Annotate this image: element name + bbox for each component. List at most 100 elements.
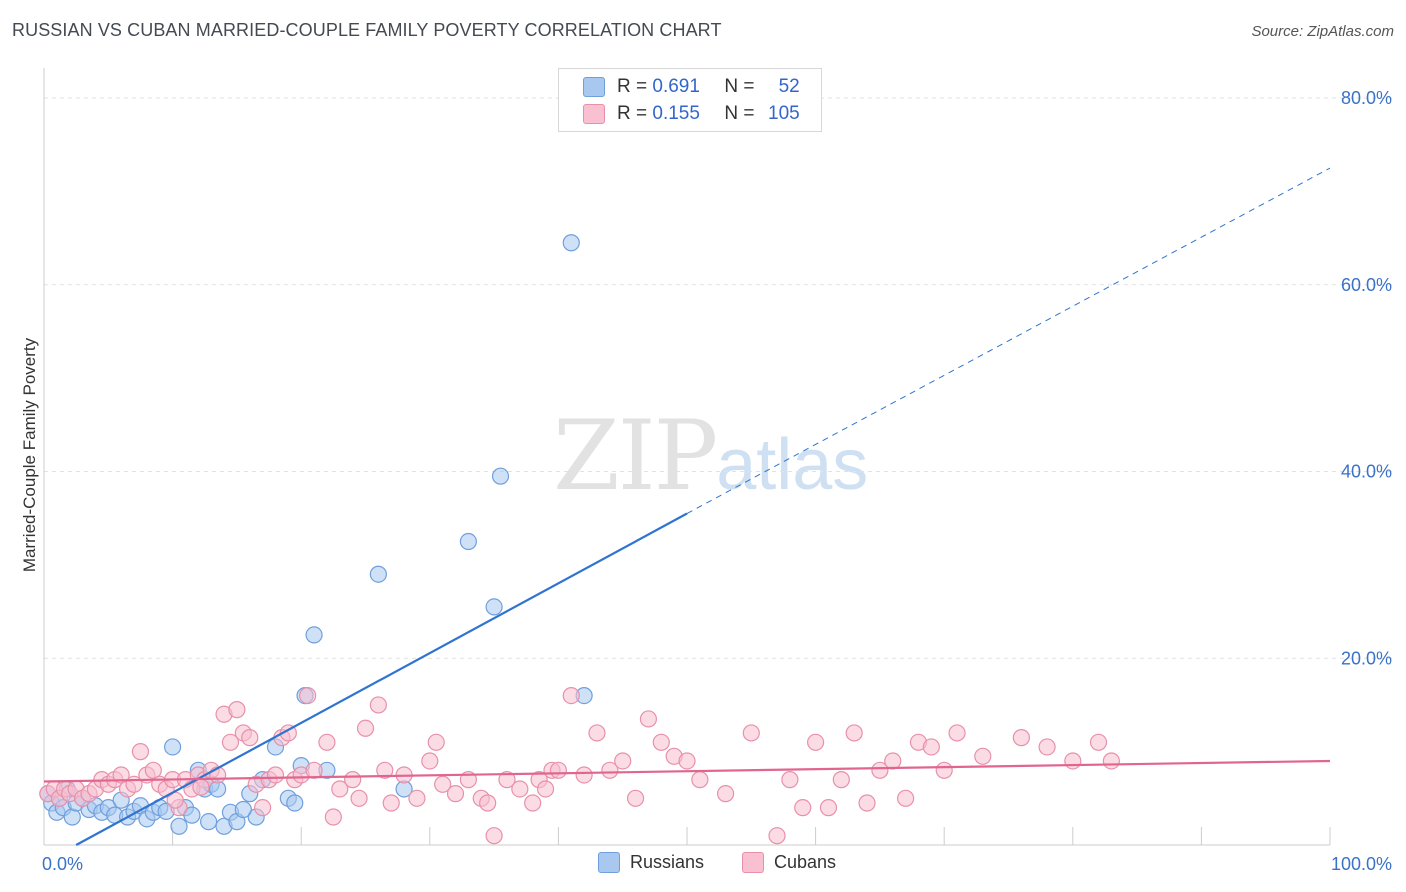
point-cubans [266, 766, 285, 784]
point-cubans [254, 799, 272, 817]
legend-r-value: 0.691 [652, 76, 700, 97]
point-cubans [228, 701, 246, 719]
point-cubans [948, 724, 966, 742]
legend-row-russians: R = 0.691 N = 52 [583, 75, 800, 99]
legend-n-value: 52 [778, 76, 800, 97]
y-tick-label: 80.0% [1341, 88, 1392, 108]
point-cubans [427, 733, 445, 751]
point-cubans [716, 785, 735, 803]
point-cubans [1089, 733, 1108, 751]
point-cubans [652, 733, 670, 751]
point-cubans [369, 696, 387, 714]
point-cubans [498, 771, 516, 789]
point-cubans [897, 789, 915, 807]
legend-label-russians: Russians [630, 852, 705, 872]
point-cubans [524, 794, 542, 812]
point-cubans [781, 771, 799, 789]
point-cubans [639, 710, 658, 728]
watermark-atlas: atlas [716, 425, 869, 505]
point-russians [164, 738, 182, 756]
legend-r-label: R = [617, 103, 653, 124]
point-russians [459, 532, 477, 551]
watermark-zip: ZIP [553, 400, 718, 512]
point-cubans [768, 827, 786, 845]
series-legend: Russians Cubans [0, 852, 1406, 876]
point-cubans [376, 761, 394, 779]
point-russians [485, 598, 503, 616]
point-cubans [479, 794, 497, 812]
point-cubans [819, 799, 838, 817]
point-cubans [549, 761, 568, 779]
legend-item-russians[interactable]: Russians [598, 852, 704, 873]
legend-item-cubans[interactable]: Cubans [742, 852, 836, 873]
point-cubans [408, 789, 426, 807]
point-cubans [221, 733, 240, 751]
point-cubans [299, 687, 317, 705]
point-russians [234, 800, 252, 819]
point-russians [562, 234, 580, 252]
point-cubans [1102, 752, 1120, 770]
point-russians [170, 817, 188, 835]
point-cubans [485, 827, 503, 845]
point-cubans [350, 789, 368, 807]
point-cubans [318, 733, 336, 751]
point-cubans [144, 761, 162, 779]
point-cubans [511, 780, 529, 798]
point-cubans [112, 766, 130, 784]
point-cubans [742, 724, 760, 742]
point-russians [491, 467, 510, 485]
correlation-legend: R = 0.691 N = 52 R = 0.155 N = 105 [558, 68, 822, 132]
point-cubans [922, 738, 940, 756]
legend-n-label: N = [724, 76, 760, 97]
legend-swatch-russians [598, 852, 620, 873]
point-cubans [588, 724, 606, 742]
point-cubans [678, 752, 696, 770]
point-cubans [1012, 729, 1030, 747]
point-cubans [884, 752, 902, 770]
x-tick-label: 100.0% [1331, 854, 1392, 874]
point-cubans [806, 733, 825, 751]
point-cubans [691, 771, 709, 789]
trendline-cubans [43, 759, 1331, 783]
x-tick-label: 0.0% [42, 854, 83, 874]
legend-swatch-cubans [742, 852, 764, 873]
legend-swatch-cubans [583, 104, 605, 124]
point-cubans [858, 794, 876, 812]
trendline-projection-russians [686, 167, 1331, 514]
y-tick-label: 60.0% [1341, 275, 1392, 295]
point-cubans [601, 761, 619, 779]
point-russians [183, 806, 201, 824]
legend-row-cubans: R = 0.155 N = 105 [583, 102, 800, 126]
legend-label-cubans: Cubans [774, 852, 837, 872]
trendline-russians [75, 512, 688, 846]
point-cubans [845, 724, 863, 742]
point-cubans [434, 775, 452, 793]
point-cubans [562, 687, 580, 705]
watermark: ZIPatlas [553, 400, 868, 512]
legend-r-value: 0.155 [652, 103, 700, 124]
point-cubans [324, 808, 342, 826]
point-cubans [331, 780, 349, 798]
point-cubans [1038, 738, 1056, 756]
point-cubans [241, 729, 259, 747]
point-cubans [832, 771, 850, 789]
point-cubans [1064, 752, 1082, 770]
point-cubans [421, 752, 439, 770]
legend-r-label: R = [617, 76, 653, 97]
point-cubans [974, 747, 992, 765]
point-cubans [794, 799, 812, 817]
point-cubans [382, 794, 400, 812]
point-cubans [935, 761, 953, 779]
legend-n-value: 105 [768, 103, 800, 124]
point-cubans [356, 719, 375, 737]
point-cubans [871, 761, 889, 779]
source-label: Source: ZipAtlas.com [1251, 23, 1394, 40]
point-cubans [536, 780, 555, 798]
chart-title: RUSSIAN VS CUBAN MARRIED-COUPLE FAMILY P… [12, 20, 722, 40]
point-russians [305, 626, 323, 644]
point-cubans [344, 771, 362, 789]
point-russians [369, 565, 387, 583]
legend-swatch-russians [583, 77, 605, 97]
point-russians [200, 813, 218, 831]
